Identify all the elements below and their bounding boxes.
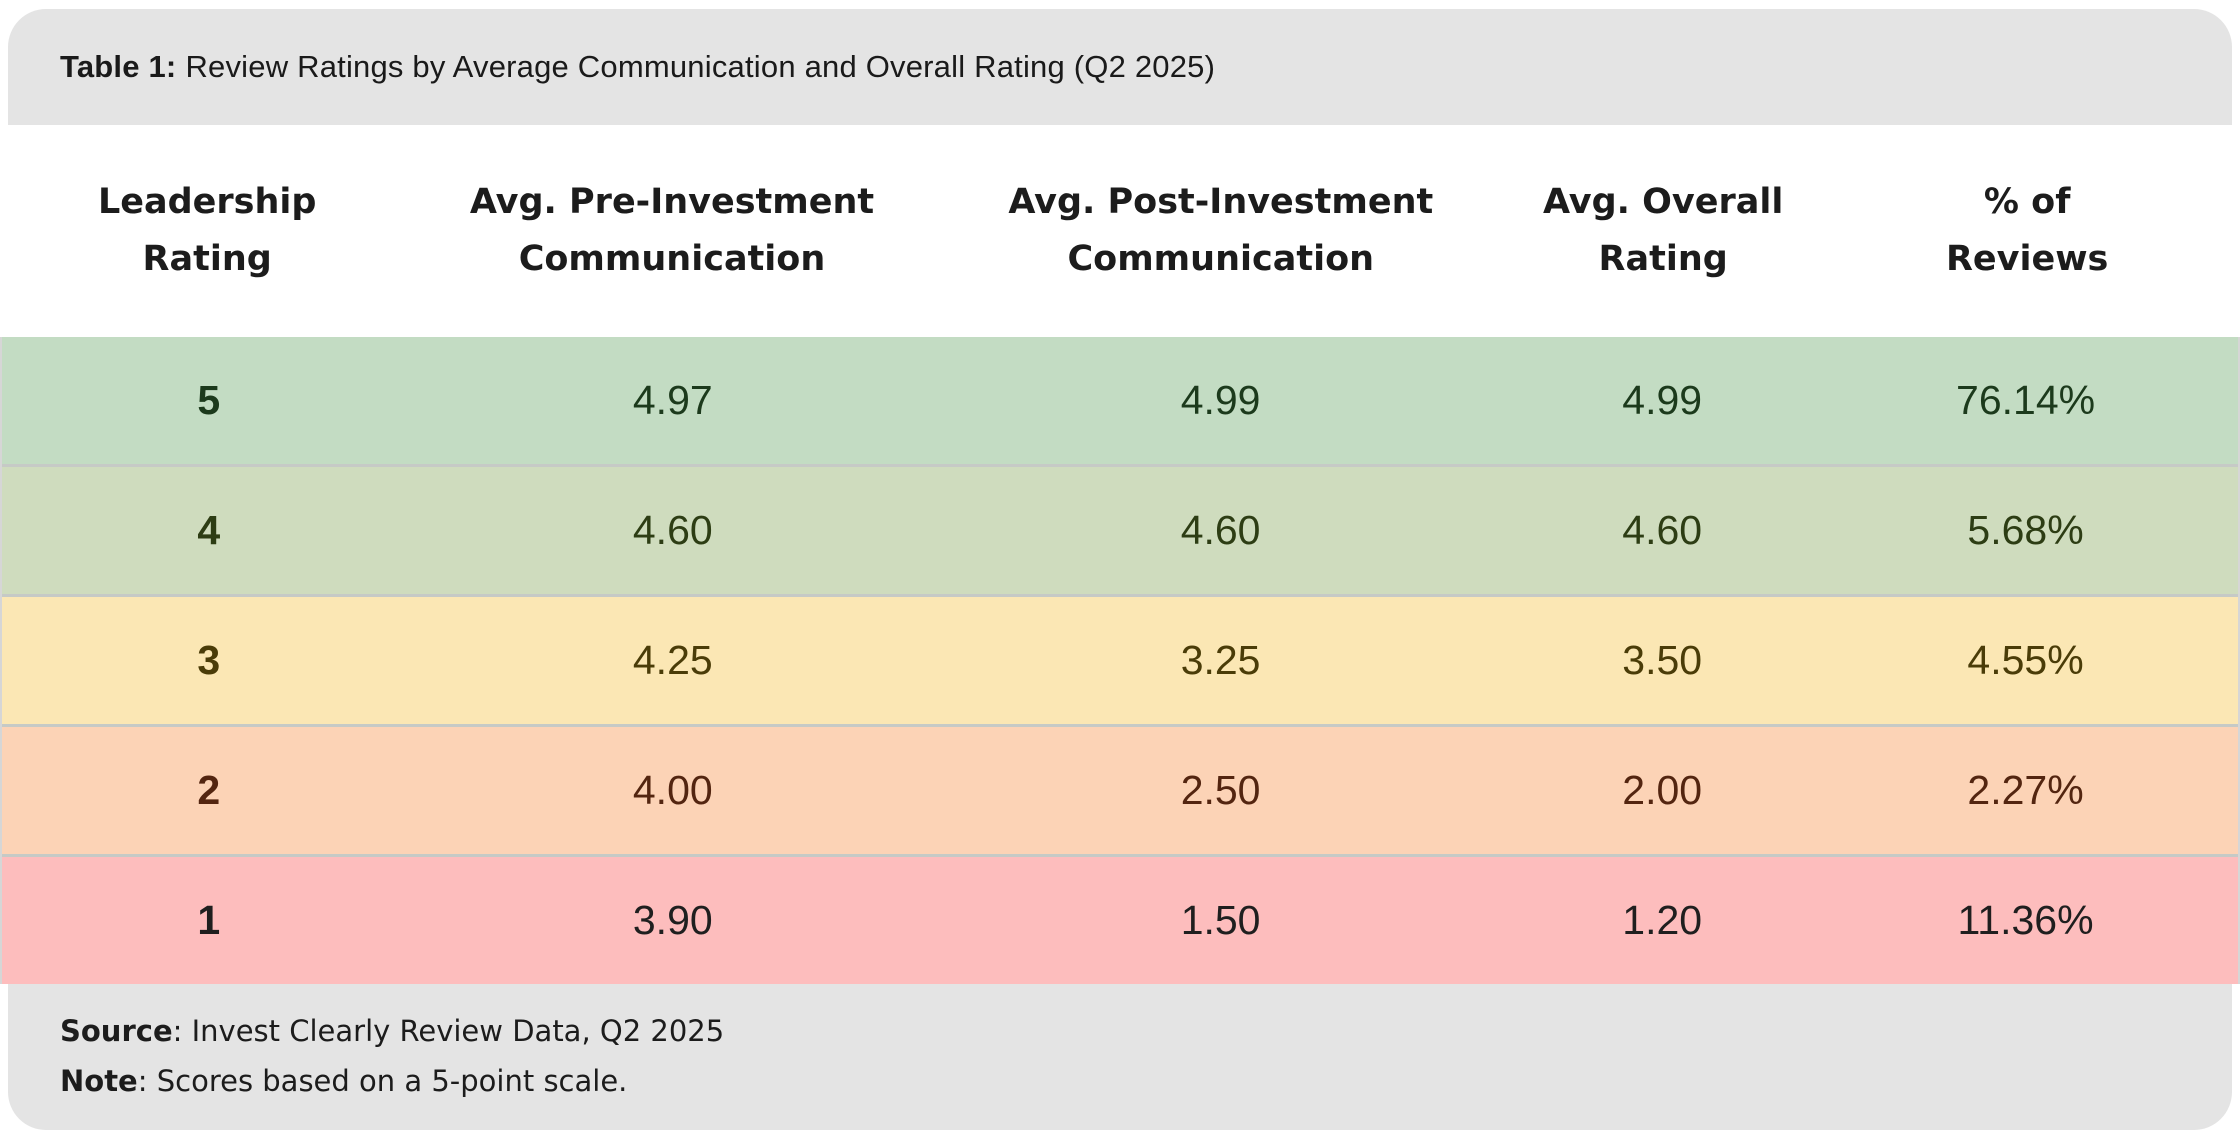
table-row-rating-5: 5 4.97 4.99 4.99 76.14%: [2, 337, 2238, 464]
table-footnotes: Source: Invest Clearly Review Data, Q2 2…: [8, 984, 2232, 1130]
header-line: Reviews: [1945, 239, 2109, 279]
caption-label: Table 1:: [60, 49, 177, 84]
column-header-leadership-rating: Leadership Rating: [0, 174, 414, 287]
cell-leadership-rating: 5: [197, 377, 221, 423]
header-line: Avg. Overall: [1542, 182, 1784, 223]
note-label: Note: [60, 1064, 138, 1098]
header-line: Rating: [1598, 239, 1728, 279]
cell-pre-investment: 4.97: [632, 377, 713, 423]
table-row-rating-4: 4 4.60 4.60 4.60 5.68%: [2, 464, 2238, 594]
header-line: % of: [1983, 182, 2071, 223]
cell-pct-of-reviews: 11.36%: [1957, 897, 2094, 943]
header-line: Communication: [1067, 239, 1375, 279]
source-line: Source: Invest Clearly Review Data, Q2 2…: [60, 1006, 2232, 1056]
cell-overall-rating: 2.00: [1622, 767, 1703, 813]
cell-pct-of-reviews: 2.27%: [1967, 767, 2084, 813]
cell-pct-of-reviews: 76.14%: [1956, 377, 2096, 423]
header-line: Leadership: [97, 182, 317, 223]
column-header-pre-investment-communication: Avg. Pre-Investment Communication: [414, 174, 929, 287]
cell-pct-of-reviews: 4.55%: [1967, 637, 2084, 683]
cell-leadership-rating: 4: [197, 507, 221, 553]
cell-overall-rating: 4.60: [1622, 507, 1703, 553]
table-body: 5 4.97 4.99 4.99 76.14% 4 4.60 4.60 4.60…: [0, 337, 2240, 984]
cell-pre-investment: 4.60: [632, 507, 713, 553]
note-text: : Scores based on a 5-point scale.: [137, 1064, 628, 1098]
table-caption-bar: Table 1: Review Ratings by Average Commu…: [8, 9, 2232, 125]
table-row-rating-2: 2 4.00 2.50 2.00 2.27%: [2, 724, 2238, 854]
column-header-post-investment-communication: Avg. Post-Investment Communication: [930, 174, 1512, 287]
cell-overall-rating: 3.50: [1622, 637, 1703, 683]
cell-post-investment: 4.60: [1180, 507, 1261, 553]
note-line: Note: Scores based on a 5-point scale.: [60, 1056, 2232, 1106]
cell-overall-rating: 4.99: [1622, 377, 1703, 423]
cell-pre-investment: 3.90: [632, 897, 713, 943]
cell-post-investment: 2.50: [1180, 767, 1261, 813]
cell-overall-rating: 1.20: [1622, 897, 1703, 943]
cell-post-investment: 3.25: [1180, 637, 1261, 683]
cell-leadership-rating: 1: [197, 897, 221, 943]
table-row-rating-1: 1 3.90 1.50 1.20 11.36%: [2, 854, 2238, 984]
column-header-row: Leadership Rating Avg. Pre-Investment Co…: [0, 125, 2240, 337]
cell-post-investment: 4.99: [1180, 377, 1261, 423]
column-header-pct-of-reviews: % of Reviews: [1814, 174, 2240, 287]
header-line: Communication: [518, 239, 826, 279]
source-label: Source: [60, 1014, 173, 1048]
header-line: Avg. Post-Investment: [1008, 182, 1434, 223]
table-row-rating-3: 3 4.25 3.25 3.50 4.55%: [2, 594, 2238, 724]
header-line: Rating: [142, 239, 272, 279]
header-line: Avg. Pre-Investment: [469, 182, 875, 223]
caption-text: Review Ratings by Average Communication …: [185, 49, 1216, 84]
cell-pct-of-reviews: 5.68%: [1967, 507, 2084, 553]
cell-leadership-rating: 2: [197, 767, 221, 813]
cell-leadership-rating: 3: [197, 637, 221, 683]
cell-pre-investment: 4.25: [632, 637, 713, 683]
cell-post-investment: 1.50: [1180, 897, 1261, 943]
cell-pre-investment: 4.00: [632, 767, 713, 813]
source-text: : Invest Clearly Review Data, Q2 2025: [172, 1014, 725, 1048]
column-header-overall-rating: Avg. Overall Rating: [1512, 174, 1814, 287]
